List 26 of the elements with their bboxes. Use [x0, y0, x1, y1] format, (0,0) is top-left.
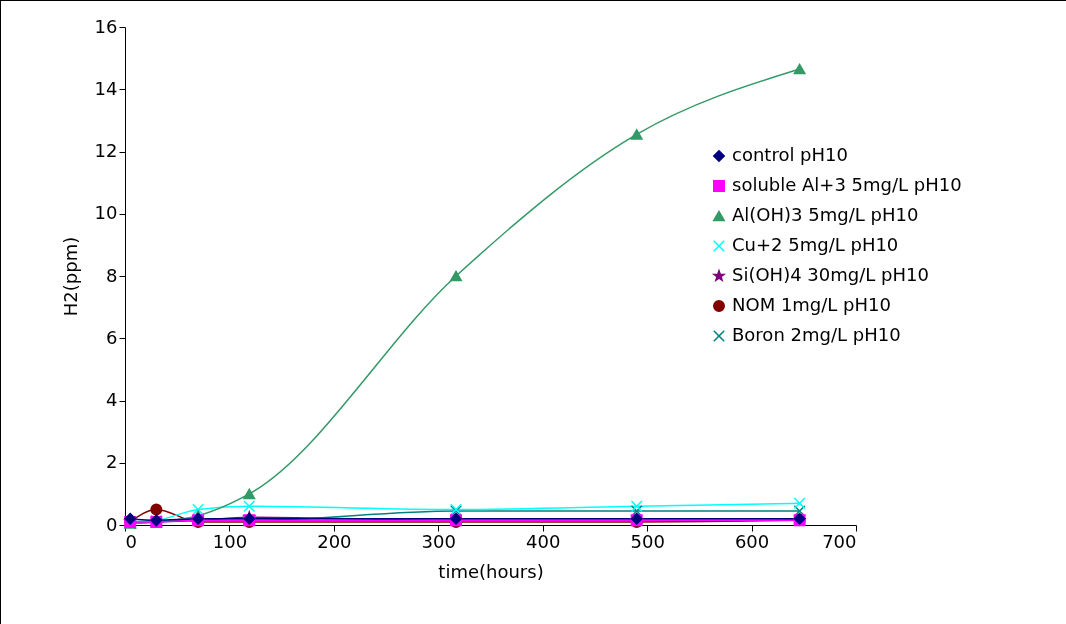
- legend-label: Cu+2 5mg/L pH10: [732, 234, 899, 255]
- y-axis-title: H2(ppm): [59, 236, 81, 317]
- legend-label: NOM 1mg/L pH10: [732, 294, 891, 315]
- legend-label: Boron 2mg/L pH10: [732, 324, 901, 345]
- legend-label: control pH10: [732, 144, 848, 165]
- y-tick-label: 14: [94, 77, 118, 99]
- y-tick-label: 8: [106, 264, 118, 286]
- y-tick-label: 16: [94, 15, 118, 37]
- x-tick-label: 300: [421, 530, 456, 552]
- x-tick-label: 100: [212, 530, 248, 552]
- x-tick-label: 400: [526, 530, 561, 552]
- legend-label: Si(OH)4 30mg/L pH10: [732, 264, 929, 285]
- legend-label: Al(OH)3 5mg/L pH10: [732, 204, 919, 225]
- x-tick-label: 200: [317, 530, 352, 552]
- y-tick-label: 10: [94, 202, 118, 224]
- x-tick-label: 700: [822, 530, 857, 552]
- y-tick-label: 6: [106, 326, 118, 348]
- y-tick-label: 4: [106, 389, 118, 410]
- x-tick-label: 500: [630, 530, 665, 552]
- y-tick-label: 2: [106, 451, 118, 473]
- y-tick-label: 0: [106, 513, 118, 535]
- x-tick-label: 600: [734, 530, 770, 552]
- x-tick-label: 0: [125, 530, 137, 552]
- x-axis-title: time(hours): [438, 560, 544, 582]
- y-tick-label: 12: [94, 140, 118, 161]
- legend-label: soluble Al+3 5mg/L pH10: [732, 174, 962, 195]
